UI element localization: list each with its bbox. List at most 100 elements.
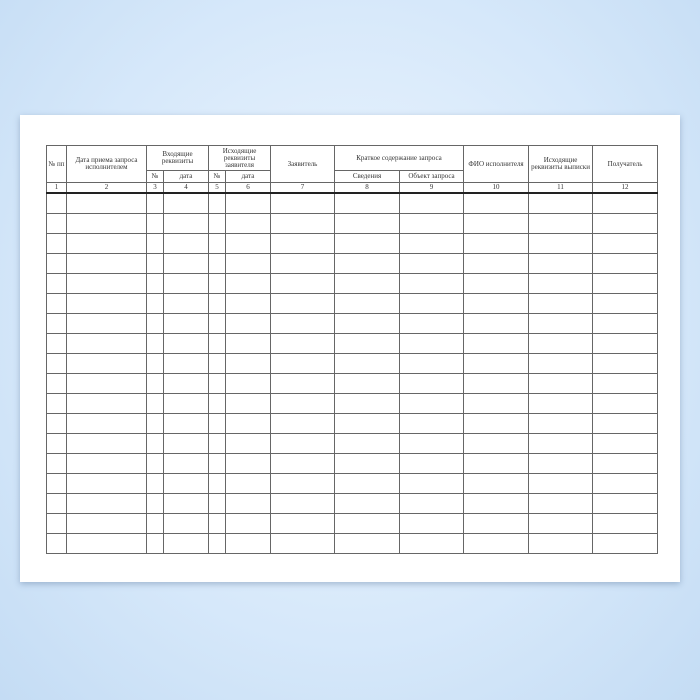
empty-cell[interactable] — [399, 453, 465, 474]
empty-cell[interactable] — [270, 513, 336, 534]
empty-cell[interactable] — [146, 192, 164, 214]
empty-cell[interactable] — [399, 413, 465, 434]
empty-cell[interactable] — [208, 233, 226, 254]
empty-cell[interactable] — [399, 333, 465, 354]
empty-cell[interactable] — [528, 233, 594, 254]
empty-cell[interactable] — [208, 353, 226, 374]
empty-cell[interactable] — [163, 192, 209, 214]
empty-cell[interactable] — [463, 453, 530, 474]
empty-cell[interactable] — [224, 273, 272, 294]
empty-cell[interactable] — [163, 433, 209, 454]
empty-cell[interactable] — [46, 253, 67, 274]
empty-cell[interactable] — [208, 493, 226, 514]
empty-cell[interactable] — [146, 393, 164, 414]
empty-cell[interactable] — [66, 493, 147, 514]
empty-cell[interactable] — [46, 453, 67, 474]
empty-cell[interactable] — [208, 413, 226, 434]
empty-cell[interactable] — [66, 413, 147, 434]
empty-cell[interactable] — [334, 453, 401, 474]
empty-cell[interactable] — [46, 393, 67, 414]
empty-cell[interactable] — [224, 253, 272, 274]
empty-cell[interactable] — [224, 233, 272, 254]
empty-cell[interactable] — [270, 393, 336, 414]
empty-cell[interactable] — [208, 393, 226, 414]
empty-cell[interactable] — [208, 373, 226, 394]
empty-cell[interactable] — [163, 293, 209, 314]
empty-cell[interactable] — [224, 473, 272, 494]
empty-cell[interactable] — [334, 253, 401, 274]
empty-cell[interactable] — [146, 253, 164, 274]
empty-cell[interactable] — [270, 493, 336, 514]
empty-cell[interactable] — [46, 213, 67, 234]
empty-cell[interactable] — [146, 493, 164, 514]
empty-cell[interactable] — [66, 333, 147, 354]
empty-cell[interactable] — [334, 533, 401, 554]
empty-cell[interactable] — [592, 513, 659, 534]
empty-cell[interactable] — [528, 433, 594, 454]
empty-cell[interactable] — [66, 453, 147, 474]
empty-cell[interactable] — [46, 192, 67, 214]
empty-cell[interactable] — [163, 513, 209, 534]
empty-cell[interactable] — [592, 533, 659, 554]
empty-cell[interactable] — [463, 353, 530, 374]
empty-cell[interactable] — [592, 273, 659, 294]
empty-cell[interactable] — [399, 533, 465, 554]
empty-cell[interactable] — [46, 313, 67, 334]
empty-cell[interactable] — [399, 313, 465, 334]
empty-cell[interactable] — [270, 253, 336, 274]
empty-cell[interactable] — [146, 533, 164, 554]
empty-cell[interactable] — [208, 513, 226, 534]
empty-cell[interactable] — [399, 213, 465, 234]
empty-cell[interactable] — [208, 453, 226, 474]
empty-cell[interactable] — [46, 273, 67, 294]
empty-cell[interactable] — [528, 333, 594, 354]
empty-cell[interactable] — [46, 513, 67, 534]
empty-cell[interactable] — [146, 353, 164, 374]
empty-cell[interactable] — [163, 393, 209, 414]
empty-cell[interactable] — [224, 393, 272, 414]
empty-cell[interactable] — [528, 253, 594, 274]
empty-cell[interactable] — [270, 453, 336, 474]
empty-cell[interactable] — [208, 313, 226, 334]
empty-cell[interactable] — [528, 453, 594, 474]
empty-cell[interactable] — [334, 313, 401, 334]
empty-cell[interactable] — [399, 373, 465, 394]
empty-cell[interactable] — [163, 473, 209, 494]
empty-cell[interactable] — [528, 373, 594, 394]
empty-cell[interactable] — [270, 233, 336, 254]
empty-cell[interactable] — [399, 253, 465, 274]
empty-cell[interactable] — [46, 373, 67, 394]
empty-cell[interactable] — [66, 393, 147, 414]
empty-cell[interactable] — [66, 213, 147, 234]
empty-cell[interactable] — [463, 513, 530, 534]
empty-cell[interactable] — [334, 192, 401, 214]
empty-cell[interactable] — [146, 313, 164, 334]
empty-cell[interactable] — [463, 473, 530, 494]
empty-cell[interactable] — [592, 393, 659, 414]
empty-cell[interactable] — [163, 253, 209, 274]
empty-cell[interactable] — [592, 333, 659, 354]
empty-cell[interactable] — [208, 213, 226, 234]
empty-cell[interactable] — [46, 413, 67, 434]
empty-cell[interactable] — [270, 413, 336, 434]
empty-cell[interactable] — [528, 273, 594, 294]
empty-cell[interactable] — [66, 513, 147, 534]
empty-cell[interactable] — [66, 533, 147, 554]
empty-cell[interactable] — [528, 473, 594, 494]
empty-cell[interactable] — [334, 513, 401, 534]
empty-cell[interactable] — [463, 253, 530, 274]
empty-cell[interactable] — [224, 433, 272, 454]
empty-cell[interactable] — [270, 433, 336, 454]
empty-cell[interactable] — [334, 273, 401, 294]
empty-cell[interactable] — [66, 373, 147, 394]
empty-cell[interactable] — [163, 373, 209, 394]
empty-cell[interactable] — [66, 273, 147, 294]
empty-cell[interactable] — [334, 333, 401, 354]
empty-cell[interactable] — [528, 493, 594, 514]
empty-cell[interactable] — [46, 293, 67, 314]
empty-cell[interactable] — [66, 473, 147, 494]
empty-cell[interactable] — [399, 192, 465, 214]
empty-cell[interactable] — [399, 433, 465, 454]
empty-cell[interactable] — [528, 393, 594, 414]
empty-cell[interactable] — [270, 313, 336, 334]
